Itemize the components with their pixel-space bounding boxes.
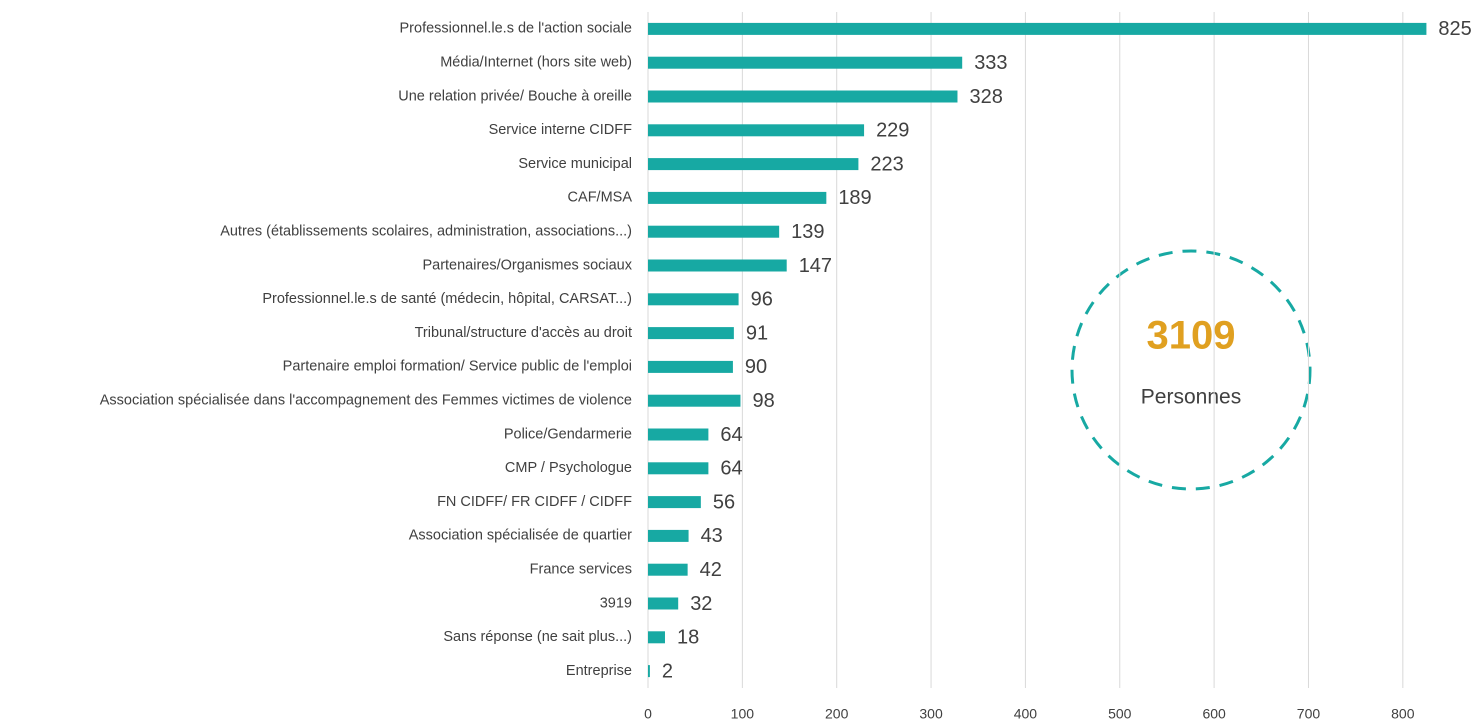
value-label: 91 bbox=[746, 322, 768, 344]
category-label: Association spécialisée dans l'accompagn… bbox=[100, 393, 632, 409]
category-label: Entreprise bbox=[566, 663, 632, 679]
bar bbox=[648, 259, 787, 272]
value-label: 328 bbox=[969, 86, 1002, 108]
category-label: Partenaire emploi formation/ Service pub… bbox=[283, 359, 632, 375]
category-label: Autres (établissements scolaires, admini… bbox=[220, 224, 632, 240]
value-label: 64 bbox=[720, 424, 742, 446]
bar bbox=[648, 496, 701, 509]
category-label: Service municipal bbox=[518, 156, 632, 172]
bar bbox=[648, 360, 733, 373]
category-label: Partenaires/Organismes sociaux bbox=[422, 257, 632, 273]
bar bbox=[648, 22, 1427, 35]
value-label: 18 bbox=[677, 627, 699, 649]
x-tick-label: 800 bbox=[1391, 706, 1415, 722]
x-tick-label: 500 bbox=[1108, 706, 1132, 722]
total-label: Personnes bbox=[1141, 386, 1241, 409]
category-label: Association spécialisée de quartier bbox=[409, 528, 632, 544]
category-label: Police/Gendarmerie bbox=[504, 426, 632, 442]
bar bbox=[648, 327, 734, 340]
value-label: 189 bbox=[838, 187, 871, 209]
bar bbox=[648, 597, 679, 610]
bar bbox=[648, 191, 827, 204]
category-label: Service interne CIDFF bbox=[489, 122, 633, 138]
x-tick-label: 400 bbox=[1014, 706, 1038, 722]
annotation-circle bbox=[1070, 249, 1312, 491]
bar bbox=[648, 529, 689, 542]
x-tick-label: 600 bbox=[1202, 706, 1226, 722]
x-tick-label: 100 bbox=[731, 706, 755, 722]
value-label: 56 bbox=[713, 491, 735, 513]
value-label: 333 bbox=[974, 52, 1007, 74]
value-label: 223 bbox=[870, 153, 903, 175]
category-label: Une relation privée/ Bouche à oreille bbox=[398, 88, 632, 104]
x-tick-label: 200 bbox=[825, 706, 849, 722]
bar bbox=[648, 56, 963, 69]
category-label: Tribunal/structure d'accès au droit bbox=[415, 325, 632, 341]
x-tick-label: 0 bbox=[644, 706, 652, 722]
category-label: CAF/MSA bbox=[568, 190, 633, 206]
value-label: 90 bbox=[745, 356, 767, 378]
category-label: Professionnel.le.s de santé (médecin, hô… bbox=[262, 291, 632, 307]
category-label: FN CIDFF/ FR CIDFF / CIDFF bbox=[437, 494, 632, 510]
bar bbox=[648, 90, 958, 103]
category-label: Média/Internet (hors site web) bbox=[440, 55, 632, 71]
value-label: 42 bbox=[700, 559, 722, 581]
x-tick-label: 700 bbox=[1297, 706, 1321, 722]
bar bbox=[648, 225, 780, 238]
category-label: Sans réponse (ne sait plus...) bbox=[443, 629, 632, 645]
value-label: 32 bbox=[690, 593, 712, 615]
value-label: 139 bbox=[791, 221, 824, 243]
bar bbox=[648, 665, 650, 678]
category-label: 3919 bbox=[600, 595, 632, 611]
value-label: 2 bbox=[662, 660, 673, 682]
value-label: 43 bbox=[701, 525, 723, 547]
bar bbox=[648, 563, 688, 576]
bar bbox=[648, 462, 709, 475]
x-tick-label: 300 bbox=[919, 706, 943, 722]
value-label: 98 bbox=[752, 390, 774, 412]
value-label: 825 bbox=[1438, 18, 1471, 40]
bar bbox=[648, 631, 665, 644]
value-label: 96 bbox=[751, 289, 773, 311]
bar bbox=[648, 124, 865, 137]
category-label: France services bbox=[530, 562, 632, 578]
value-label: 229 bbox=[876, 120, 909, 142]
value-label: 147 bbox=[799, 255, 832, 277]
bar bbox=[648, 293, 739, 306]
bar bbox=[648, 428, 709, 441]
total-number: 3109 bbox=[1147, 314, 1236, 358]
bar bbox=[648, 394, 741, 407]
value-label: 64 bbox=[720, 458, 742, 480]
bar bbox=[648, 158, 859, 171]
category-label: CMP / Psychologue bbox=[505, 460, 632, 476]
category-label: Professionnel.le.s de l'action sociale bbox=[400, 21, 632, 37]
